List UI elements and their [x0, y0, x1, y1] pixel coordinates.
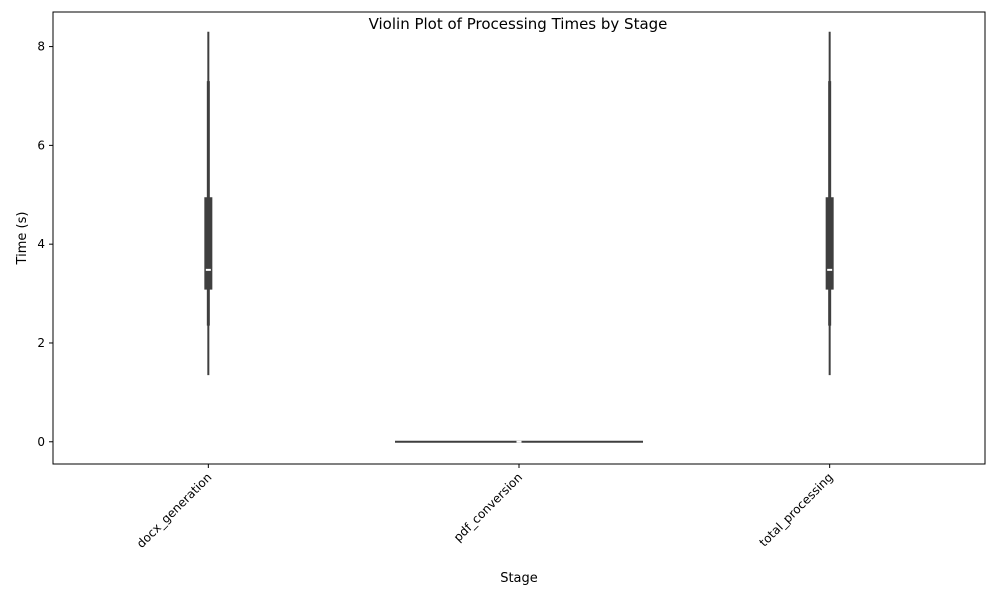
- y-tick-label: 2: [37, 336, 45, 350]
- y-tick-label: 4: [37, 237, 45, 251]
- x-tick-label: pdf_conversion: [451, 470, 525, 544]
- y-tick-label: 8: [37, 40, 45, 54]
- median-marker: [205, 268, 211, 271]
- iqr-box: [204, 197, 213, 290]
- median-marker: [516, 440, 522, 443]
- violin-pdf_conversion: [395, 440, 643, 443]
- x-tick-label: total_processing: [757, 470, 836, 549]
- y-axis-label: Time (s): [15, 212, 30, 266]
- violin-docx_generation: [204, 31, 213, 376]
- x-tick-label: docx_generation: [134, 470, 215, 551]
- y-tick-label: 0: [37, 435, 45, 449]
- median-marker: [827, 268, 833, 271]
- y-tick-label: 6: [37, 138, 45, 152]
- x-axis-label: Stage: [500, 571, 538, 586]
- iqr-box: [825, 197, 834, 290]
- violin-total_processing: [825, 31, 834, 376]
- plot-area: [204, 31, 834, 443]
- axes-frame: [52, 11, 986, 465]
- chart-title: Violin Plot of Processing Times by Stage: [369, 15, 668, 33]
